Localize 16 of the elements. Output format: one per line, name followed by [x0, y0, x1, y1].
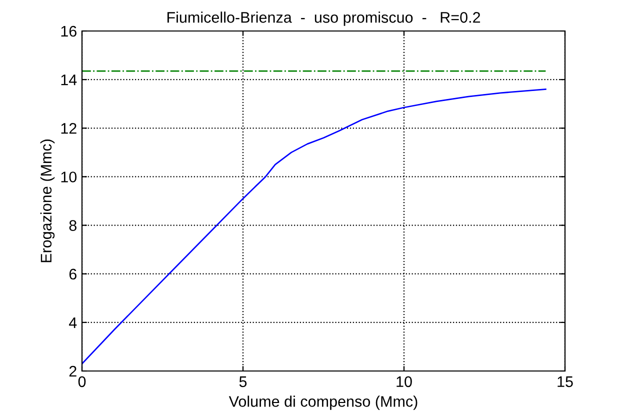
y-tick-label: 8: [69, 220, 76, 231]
y-tick-label: 4: [68, 317, 77, 328]
y-tick-label: 10: [61, 172, 77, 182]
x-axis-title: Volume di compenso (Mmc): [228, 396, 418, 410]
y-tick-label: 12: [61, 123, 76, 134]
y-tick-label: 14: [61, 74, 77, 86]
x-tick-label: 5: [239, 376, 247, 388]
y-tick-label: 16: [61, 26, 76, 37]
chart-title: Fiumicello-Brienza - uso promiscuo - R=0.2: [167, 12, 480, 26]
x-tick-label: 10: [396, 376, 412, 388]
y-axis-title: Erogazione (Mmc): [40, 140, 55, 262]
x-tick-label: 0: [78, 376, 86, 388]
y-tick-label: 2: [69, 366, 76, 377]
y-tick-label: 6: [69, 268, 76, 280]
x-tick-label: 15: [558, 376, 573, 388]
line-series: [82, 88, 546, 364]
